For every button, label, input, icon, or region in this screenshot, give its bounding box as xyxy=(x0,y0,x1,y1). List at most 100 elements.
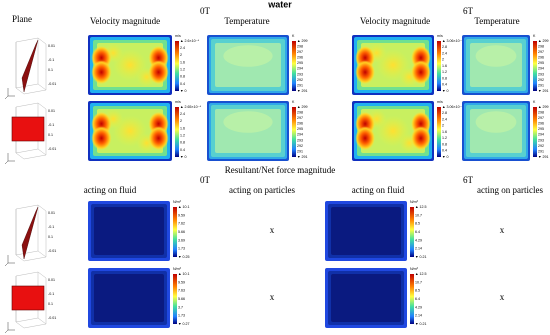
column-header: acting on fluid xyxy=(352,185,405,195)
colorbar-label: 297 xyxy=(297,116,303,120)
colorbar-label: 9.59 xyxy=(178,213,185,217)
colorbar-label: 0.4 xyxy=(180,148,185,152)
colorbar-label: 295 xyxy=(297,127,303,131)
colorbar-label: ▲ 3.06×10⁻⁴ xyxy=(442,39,464,43)
column-header: Velocity magnitude xyxy=(90,16,160,26)
axes-triad xyxy=(4,88,15,100)
field-hotspot xyxy=(148,126,169,151)
colorbar-label: 291 xyxy=(538,83,544,87)
field-label: 0T xyxy=(200,6,211,16)
field-layer xyxy=(331,274,401,322)
colorbar-label: 1.2 xyxy=(442,136,447,140)
force-field xyxy=(325,268,407,328)
colorbar-label: 292 xyxy=(538,78,544,82)
colorbar-label: 295 xyxy=(538,127,544,131)
colorbar-label: 3.7 xyxy=(178,305,183,309)
plane-axis-label: -0.1 xyxy=(48,58,54,62)
colorbar-label: 6.4 xyxy=(415,230,420,234)
colorbar-label: ▼ 291 xyxy=(538,155,549,159)
colorbar-label: ▲ 10.1 xyxy=(178,205,190,209)
colorbar-label: ▼ 0 xyxy=(180,89,187,93)
plane-axis-label: 0.1 xyxy=(48,235,53,239)
colorbar-label: ▲ 3.06×10⁻⁴ xyxy=(442,105,464,109)
plane-box xyxy=(15,204,47,262)
colorbar-label: 10.7 xyxy=(415,213,422,217)
force-field xyxy=(88,268,170,328)
colorbar-label: 2.4 xyxy=(180,112,185,116)
colorbar-label: 1.73 xyxy=(178,314,185,318)
plane-axis-label: -0.01 xyxy=(48,249,56,253)
colorbar-label: ▼ 0.21 xyxy=(415,322,427,326)
colorbar-label: ▼ 291 xyxy=(297,155,308,159)
plane-icon: 0.01 -0.1 0.1 -0.01 xyxy=(4,102,56,165)
colorbar-label: ▼ 0.21 xyxy=(415,255,427,259)
colorbar-label: 294 xyxy=(297,133,303,137)
colorbar-label: ▲ 2.65×10⁻⁴ xyxy=(180,105,202,109)
field-layer xyxy=(94,207,164,255)
section-heading: Resultant/Net force magnitude xyxy=(225,165,335,175)
colorbar-label: 0.4 xyxy=(180,82,185,86)
colorbar-label: 291 xyxy=(538,149,544,153)
colorbar-label: ▲ 299 xyxy=(538,39,549,43)
plane-heading: Plane xyxy=(12,14,32,24)
column-header: acting on particles xyxy=(229,185,295,195)
field-hotspot xyxy=(411,60,431,85)
colorbar-unit: K xyxy=(533,100,536,104)
colorbar-label: 1.73 xyxy=(178,247,185,251)
colorbar xyxy=(437,107,441,157)
plane-icon: 0.01 -0.1 0.1 -0.01 xyxy=(4,204,56,267)
colorbar-label: ▼ 0.25 xyxy=(178,255,190,259)
field-hotspot xyxy=(91,60,112,85)
colorbar-label: 10.7 xyxy=(415,280,422,284)
temperature-field xyxy=(462,35,530,95)
colorbar-unit: K xyxy=(292,100,295,104)
field-hotspot xyxy=(411,126,431,151)
colorbar-label: ▲ 12.5 xyxy=(415,205,427,209)
colorbar-unit: m/s xyxy=(437,34,443,38)
colorbar-label: 7.62 xyxy=(178,222,185,226)
colorbar-label: 4.29 xyxy=(415,305,422,309)
colorbar xyxy=(533,41,537,91)
colorbar-label: ▲ 299 xyxy=(297,39,308,43)
field-layer xyxy=(331,207,401,255)
plane-shape xyxy=(21,206,39,260)
colorbar-label: ▼ 0.27 xyxy=(178,322,190,326)
colorbar xyxy=(292,107,296,157)
field-hotspot xyxy=(91,126,112,151)
colorbar-label: ▲ 299 xyxy=(538,105,549,109)
colorbar-label: ▼ 291 xyxy=(297,89,308,93)
particle-mark: x xyxy=(500,292,505,302)
colorbar-label: 3.69 xyxy=(178,238,185,242)
temperature-field xyxy=(207,35,289,95)
colorbar-label: 295 xyxy=(297,61,303,65)
velocity-field xyxy=(88,35,172,95)
field-blob xyxy=(223,111,273,133)
velocity-field xyxy=(352,35,434,95)
field-hotspot xyxy=(355,60,375,85)
column-header: Temperature xyxy=(474,16,519,26)
plane-box xyxy=(15,37,47,95)
colorbar-label: 298 xyxy=(538,45,544,49)
colorbar-label: 2 xyxy=(442,124,444,128)
colorbar-label: 1.6 xyxy=(180,60,185,64)
colorbar-unit: N/m³ xyxy=(173,267,182,271)
colorbar xyxy=(410,274,414,324)
colorbar-label: 292 xyxy=(538,144,544,148)
colorbar-label: 297 xyxy=(297,50,303,54)
colorbar-label: ▲ 299 xyxy=(297,105,308,109)
colorbar-label: 8.5 xyxy=(415,289,420,293)
colorbar-label: 2.14 xyxy=(415,314,422,318)
colorbar-unit: N/m³ xyxy=(173,200,182,204)
plane-axis-label: 0.01 xyxy=(48,278,55,282)
colorbar-label: 1.2 xyxy=(442,70,447,74)
colorbar-unit: K xyxy=(533,34,536,38)
temperature-field xyxy=(207,101,289,161)
colorbar-label: 1.6 xyxy=(442,64,447,68)
colorbar-label: 2 xyxy=(180,53,182,57)
plane-axis-label: -0.01 xyxy=(48,316,56,320)
colorbar-label: 1.6 xyxy=(442,130,447,134)
colorbar xyxy=(410,207,414,257)
colorbar-label: 2.4 xyxy=(442,51,447,55)
colorbar-label: 291 xyxy=(297,83,303,87)
particle-mark: x xyxy=(500,225,505,235)
